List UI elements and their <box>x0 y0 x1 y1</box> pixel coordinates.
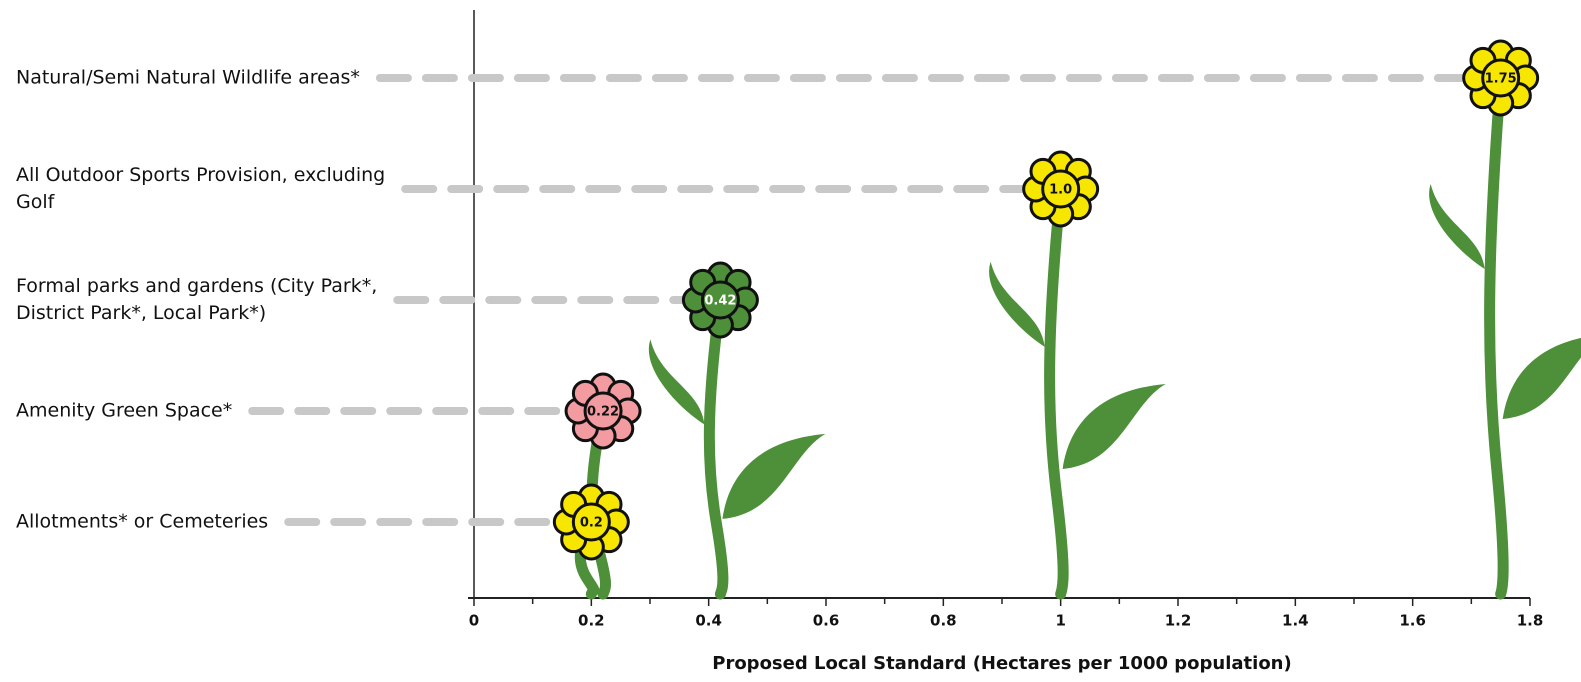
x-tick-label: 0 <box>469 612 479 630</box>
category-label: Natural/Semi Natural Wildlife areas* <box>16 66 360 89</box>
stem <box>703 294 729 600</box>
category-label-box: Formal parks and gardens (City Park*, Di… <box>16 273 406 327</box>
value-label: 1.75 <box>1485 72 1517 87</box>
flower-center <box>571 502 611 542</box>
leaf <box>722 433 826 519</box>
leaf <box>648 339 705 425</box>
value-label: 0.2 <box>580 516 603 531</box>
value-label: 0.42 <box>704 294 736 309</box>
flower-center <box>1481 58 1521 98</box>
flower-head: 0.22 <box>564 372 642 450</box>
leaf <box>989 261 1045 347</box>
value-label: 0.22 <box>587 405 619 420</box>
flower-head: 0.42 <box>681 261 759 339</box>
category-label-box: All Outdoor Sports Provision, excluding … <box>16 162 406 216</box>
leaf <box>1502 337 1581 419</box>
stem <box>1484 72 1509 600</box>
x-tick-label: 0.4 <box>695 612 722 630</box>
category-label-box: Natural/Semi Natural Wildlife areas* <box>16 65 406 92</box>
category-label: Amenity Green Space* <box>16 399 233 422</box>
x-tick-label: 0.8 <box>930 612 957 630</box>
x-tick-label: 0.2 <box>578 612 605 630</box>
x-tick-label: 1 <box>1055 612 1065 630</box>
category-label-box: Allotments* or Cemeteries <box>16 509 406 536</box>
x-tick-label: 1.2 <box>1165 612 1192 630</box>
x-tick-label: 1.4 <box>1282 612 1309 630</box>
flower-head: 1.0 <box>1022 150 1100 228</box>
flower-center <box>583 391 623 431</box>
flower-center <box>700 280 740 320</box>
x-axis-label: Proposed Local Standard (Hectares per 10… <box>712 653 1291 674</box>
x-tick-label: 1.8 <box>1517 612 1544 630</box>
leaf <box>1062 383 1166 469</box>
category-label: All Outdoor Sports Provision, excluding … <box>16 164 386 213</box>
x-tick-label: 1.6 <box>1399 612 1426 630</box>
category-label: Formal parks and gardens (City Park*, Di… <box>16 275 378 324</box>
leaf <box>1429 184 1485 269</box>
flower-center <box>1041 169 1081 209</box>
flower-head: 0.2 <box>552 483 630 561</box>
flower-head: 1.75 <box>1462 39 1540 117</box>
x-tick-label: 0.6 <box>813 612 840 630</box>
category-label-box: Amenity Green Space* <box>16 398 406 425</box>
value-label: 1.0 <box>1049 183 1072 198</box>
category-label: Allotments* or Cemeteries <box>16 510 269 533</box>
stem <box>1044 183 1069 600</box>
